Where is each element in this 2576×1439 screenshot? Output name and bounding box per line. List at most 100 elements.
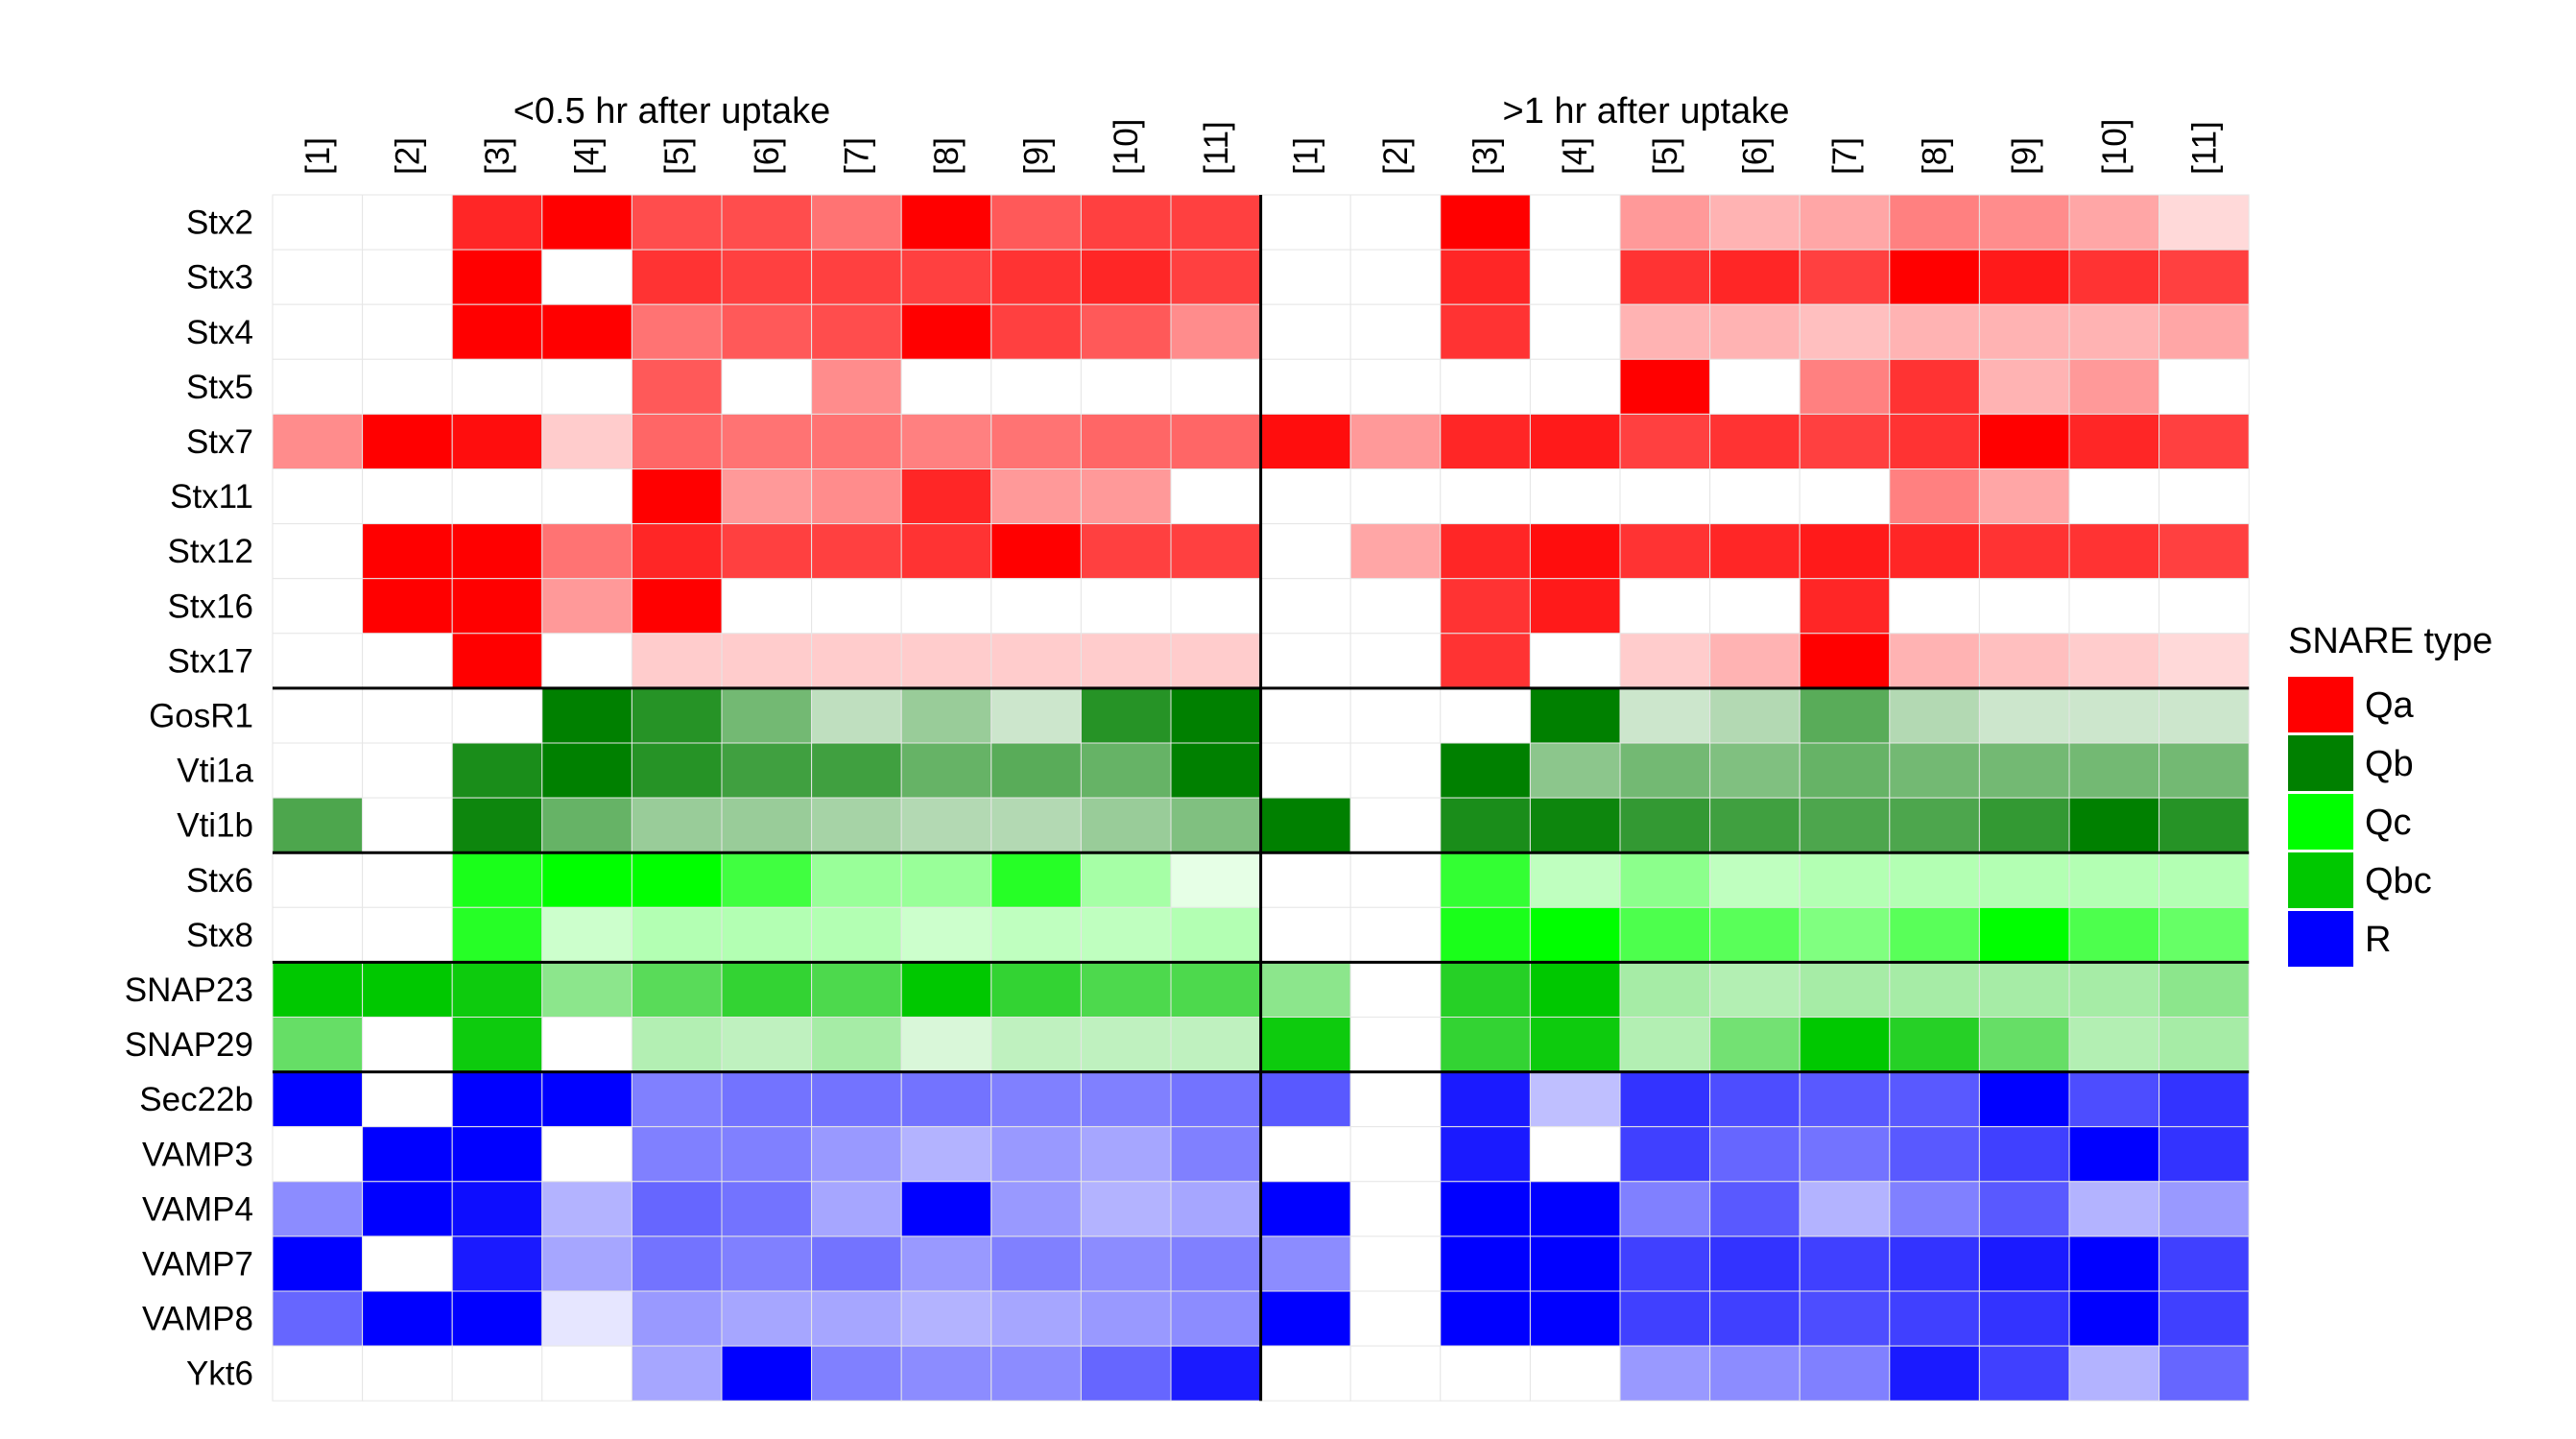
heatmap-cell [631, 1181, 723, 1237]
heatmap-cell [1349, 633, 1442, 689]
heatmap-cell [451, 1235, 543, 1292]
heatmap-cell [631, 687, 723, 744]
heatmap-cell [1889, 468, 1980, 525]
heatmap-cell [2068, 578, 2160, 635]
heatmap-cell [1170, 358, 1262, 415]
heatmap-cell [2068, 523, 2160, 580]
column-label: [6] [1736, 137, 1774, 175]
heatmap-cell [631, 303, 723, 360]
heatmap-cell [1260, 687, 1351, 744]
heatmap-cells [272, 194, 2250, 1402]
heatmap-cell [721, 633, 813, 689]
heatmap-cell [451, 633, 543, 689]
heatmap-cell [1978, 687, 2070, 744]
heatmap-cell [451, 194, 543, 251]
heatmap-cell [1619, 851, 1711, 908]
heatmap-cell [1349, 578, 1442, 635]
heatmap-cell [451, 1181, 543, 1237]
heatmap-cell [451, 961, 543, 1019]
heatmap-cell [811, 1071, 902, 1128]
heatmap-cell [631, 468, 723, 525]
heatmap-cell [721, 742, 813, 799]
heatmap-cell [1260, 851, 1351, 908]
legend-swatch [2288, 677, 2353, 732]
heatmap-cell [1619, 742, 1711, 799]
heatmap-cell [2068, 1071, 2160, 1128]
heatmap-cell [1170, 1126, 1262, 1183]
heatmap-cell [1260, 303, 1351, 360]
heatmap-cell [451, 687, 543, 744]
column-label: [2] [1377, 137, 1415, 175]
legend-swatch [2288, 911, 2353, 967]
heatmap-cell [1978, 797, 2070, 853]
heatmap-cell [721, 358, 813, 415]
heatmap-cell [990, 249, 1082, 305]
heatmap-cell [1709, 358, 1801, 415]
legend-label: R [2365, 920, 2391, 960]
heatmap-cell [900, 1235, 992, 1292]
heatmap-cell [1349, 742, 1442, 799]
heatmap-cell [1170, 687, 1262, 744]
column-label: [4] [1557, 137, 1594, 175]
heatmap-cell [1440, 961, 1531, 1019]
heatmap-cell [1799, 1181, 1891, 1237]
heatmap-cell [1170, 961, 1262, 1019]
heatmap-cell [1529, 1071, 1621, 1128]
heatmap-cell [1170, 742, 1262, 799]
row-label: Stx3 [186, 259, 253, 297]
heatmap-cell [1080, 413, 1172, 469]
heatmap-cell [1709, 1235, 1801, 1292]
heatmap-cell [1440, 742, 1531, 799]
heatmap-cell [451, 1071, 543, 1128]
heatmap-cell [631, 1345, 723, 1402]
heatmap-cell [721, 1126, 813, 1183]
heatmap-cell [1260, 633, 1351, 689]
heatmap-cell [1440, 523, 1531, 580]
heatmap-cell [1440, 851, 1531, 908]
heatmap-cell [1619, 249, 1711, 305]
column-label: [5] [1647, 137, 1684, 175]
heatmap-cell [1619, 1345, 1711, 1402]
heatmap-cell [721, 523, 813, 580]
heatmap-cell [900, 742, 992, 799]
column-label: [10] [1108, 119, 1145, 175]
heatmap-cell [1709, 303, 1801, 360]
heatmap-cell [1260, 1235, 1351, 1292]
column-label: [6] [749, 137, 786, 175]
heatmap-cell [1529, 906, 1621, 963]
heatmap-cell [1978, 742, 2070, 799]
heatmap-cell [811, 468, 902, 525]
heatmap-cell [1978, 413, 2070, 469]
heatmap-cell [811, 358, 902, 415]
heatmap-cell [1709, 1071, 1801, 1128]
heatmap-cell [1978, 906, 2070, 963]
heatmap-cell [1170, 1071, 1262, 1128]
heatmap-cell [2068, 742, 2160, 799]
heatmap-cell [451, 851, 543, 908]
heatmap-cell [1440, 687, 1531, 744]
heatmap-cell [1440, 1235, 1531, 1292]
heatmap-cell [362, 1017, 453, 1073]
heatmap-cell [362, 851, 453, 908]
heatmap-cell [1978, 249, 2070, 305]
heatmap-cell [451, 358, 543, 415]
heatmap-cell [1440, 1345, 1531, 1402]
legend-label: Qc [2365, 803, 2412, 843]
heatmap-cell [541, 523, 632, 580]
heatmap-cell [362, 633, 453, 689]
heatmap-cell [900, 687, 992, 744]
heatmap-cell [451, 523, 543, 580]
heatmap-cell [1529, 1126, 1621, 1183]
column-labels: [1] [2] [3] [4] [5] [6] [7] [8] [9] [10] [11] [1] [2… [299, 119, 2224, 175]
heatmap-cell [272, 249, 364, 305]
heatmap-cell [1709, 578, 1801, 635]
heatmap-cell [1080, 1290, 1172, 1347]
row-label: Stx8 [186, 917, 253, 954]
heatmap-cell [631, 797, 723, 853]
heatmap-cell [1799, 1017, 1891, 1073]
heatmap-cell [272, 742, 364, 799]
heatmap-cell [1260, 1017, 1351, 1073]
heatmap-cell [2068, 249, 2160, 305]
heatmap-cell [1889, 1345, 1980, 1402]
heatmap-cell [631, 961, 723, 1019]
